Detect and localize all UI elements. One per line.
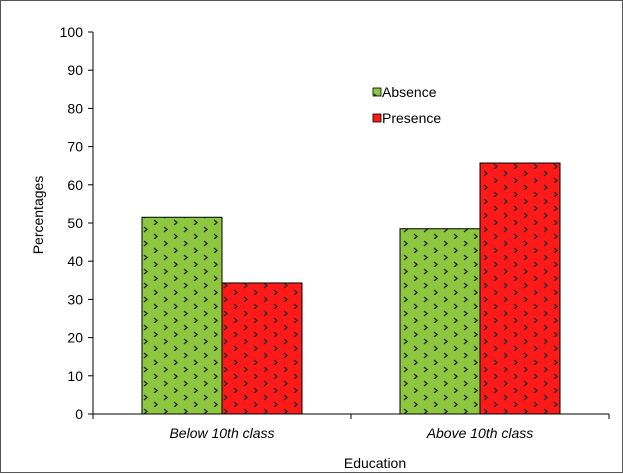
y-tick-label: 80 xyxy=(67,100,83,116)
y-tick-label: 30 xyxy=(67,291,83,307)
y-tick-label: 90 xyxy=(67,62,83,78)
y-tick-label: 50 xyxy=(67,215,83,231)
y-tick-label: 60 xyxy=(67,177,83,193)
y-axis-title: Percentages xyxy=(30,176,46,255)
y-axis: 0 10 20 30 40 50 60 70 80 90 100 xyxy=(60,24,94,422)
y-tick-label: 40 xyxy=(67,253,83,269)
legend-swatch-presence xyxy=(372,113,382,123)
y-tick-label: 20 xyxy=(67,330,83,346)
bar-presence-1 xyxy=(479,162,561,415)
y-tick-label: 0 xyxy=(75,406,83,422)
legend-swatch-absence xyxy=(372,87,382,97)
x-tick-label: Below 10th class xyxy=(169,425,274,441)
bar-absence-1 xyxy=(399,228,481,415)
bars: Below 10th class Above 10th class xyxy=(141,162,561,441)
legend-label-absence: Absence xyxy=(382,84,437,100)
y-tick-label: 100 xyxy=(60,24,84,40)
bar-absence-0 xyxy=(141,216,223,415)
x-axis-title: Education xyxy=(344,455,406,471)
legend-label-presence: Presence xyxy=(382,110,441,126)
bar-presence-0 xyxy=(221,282,303,415)
legend: Absence Presence xyxy=(372,84,441,126)
y-tick-label: 70 xyxy=(67,139,83,155)
x-tick-label: Above 10th class xyxy=(426,425,534,441)
x-axis xyxy=(92,413,610,419)
y-tick-label: 10 xyxy=(67,368,83,384)
